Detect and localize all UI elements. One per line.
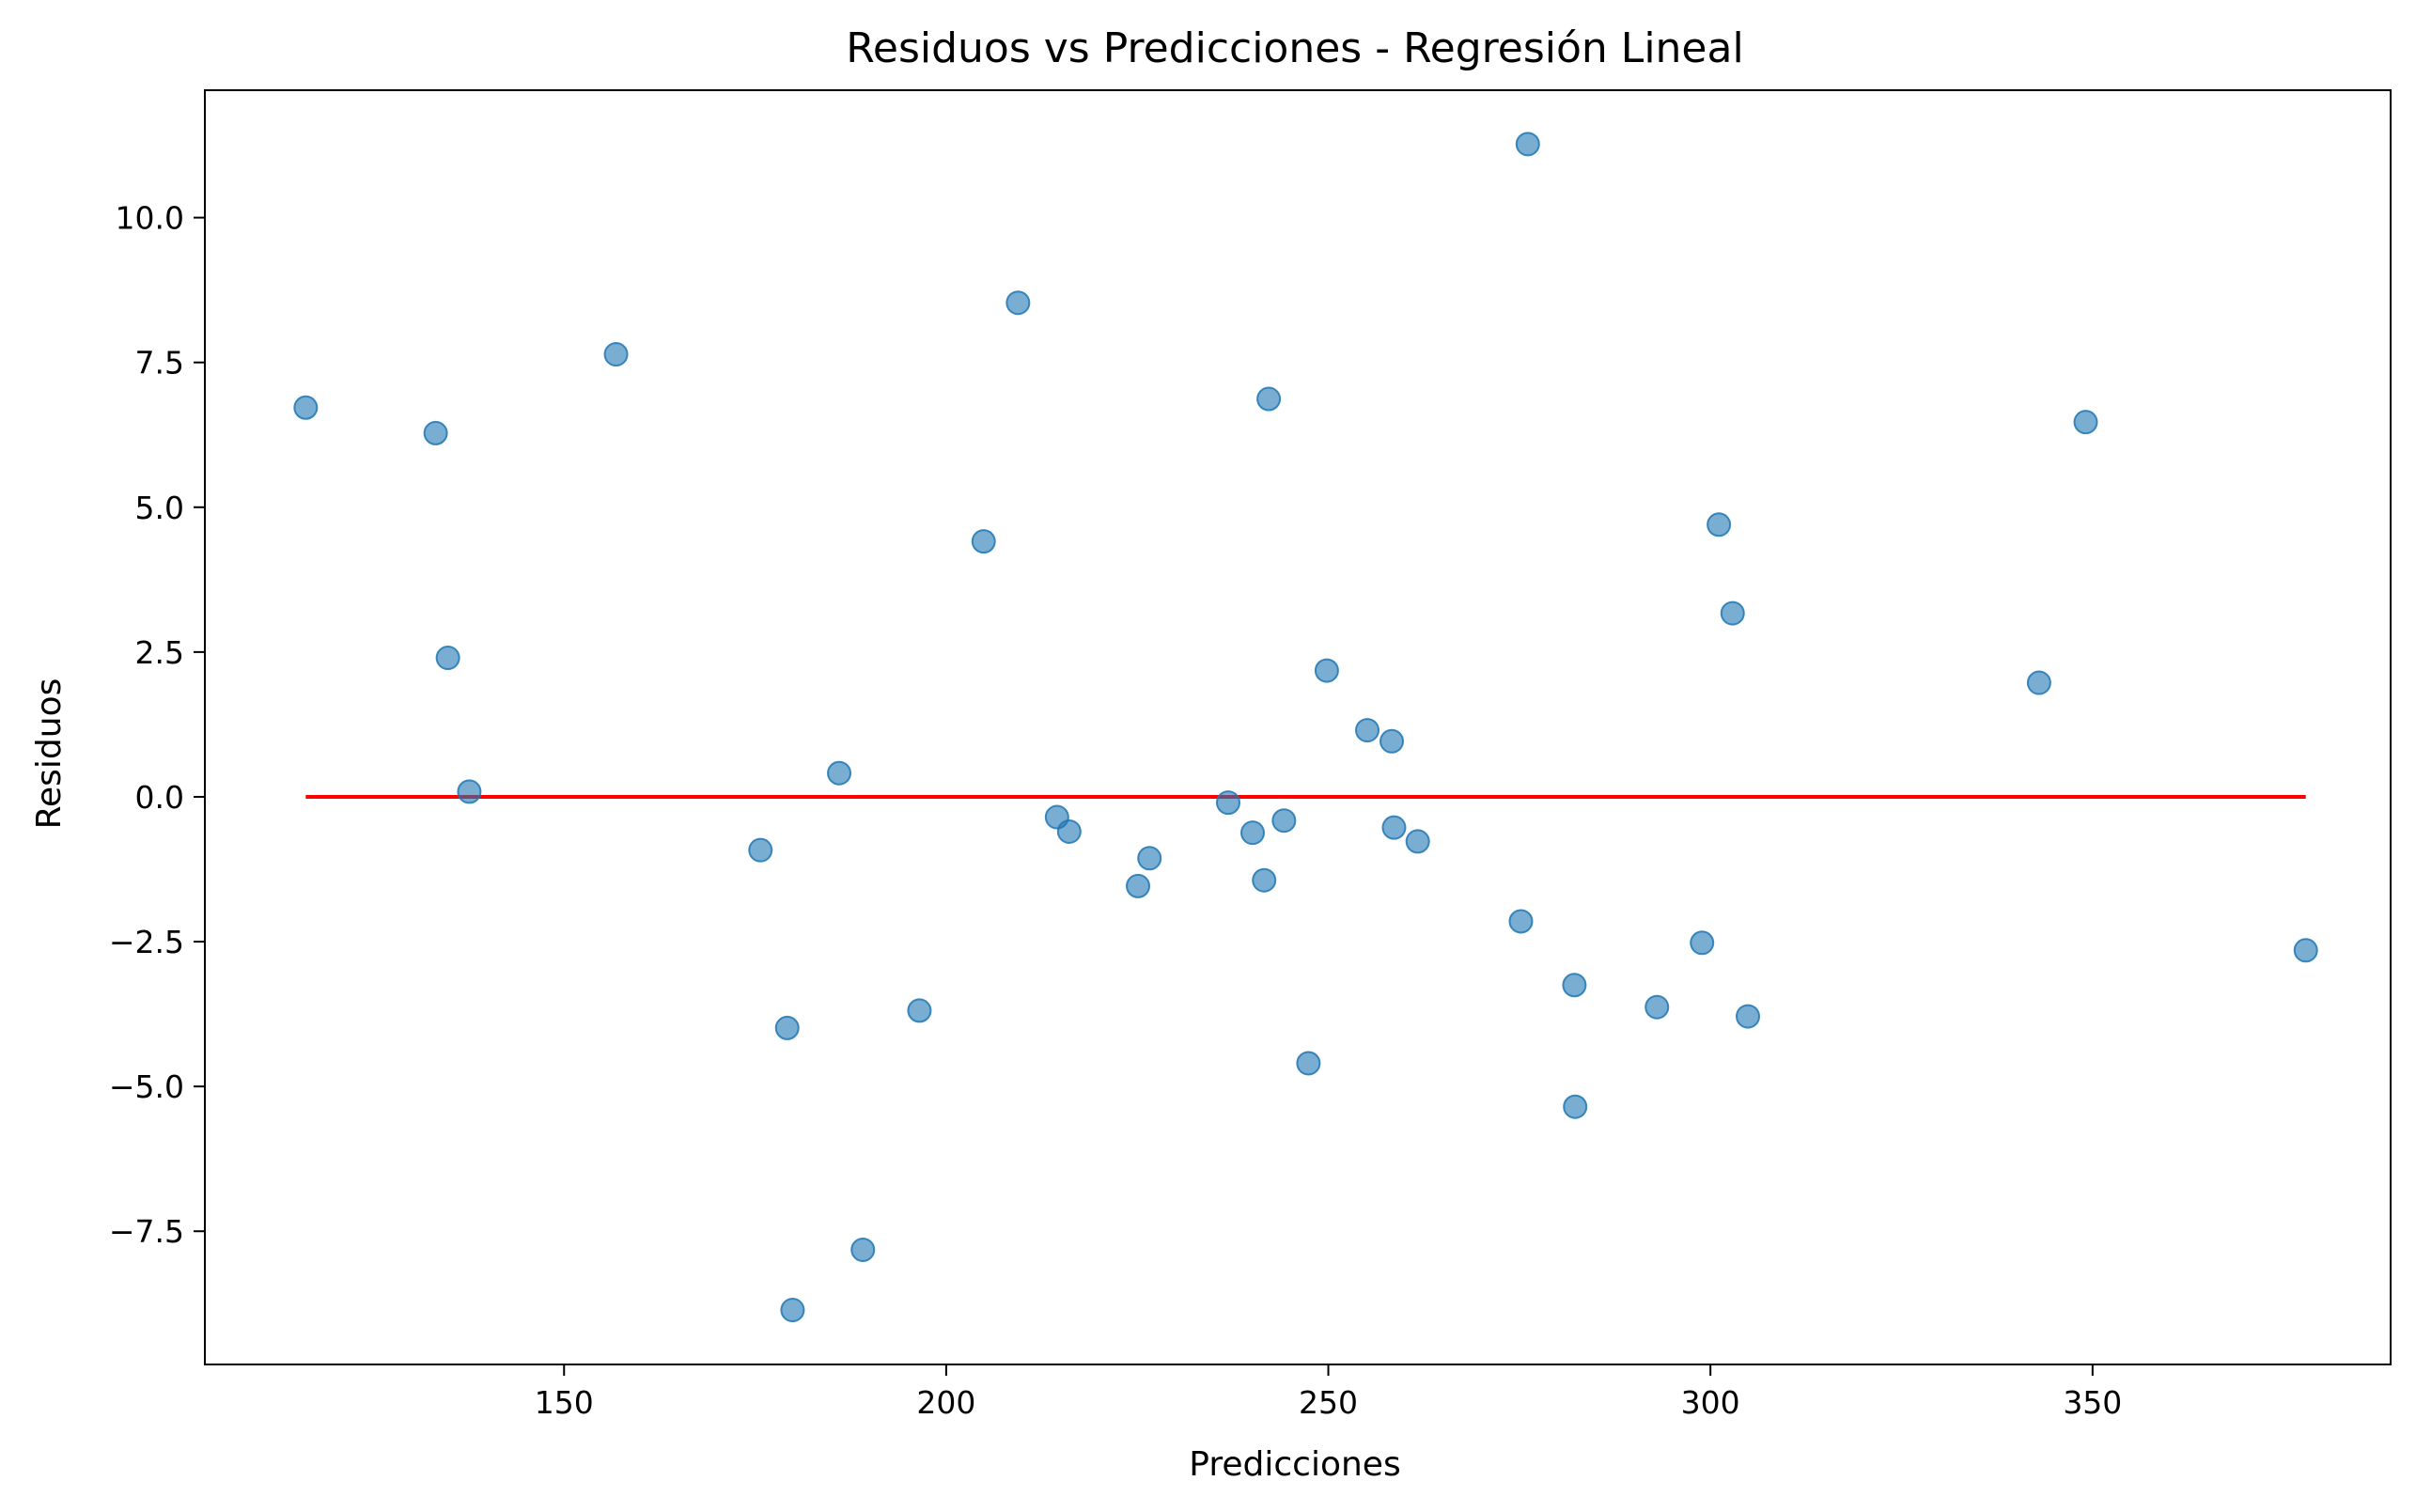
data-point — [1644, 994, 1670, 1020]
x-tick-label: 250 — [1299, 1384, 1358, 1421]
data-point — [2026, 670, 2051, 695]
y-tick-label: 5.0 — [135, 490, 184, 526]
y-tick-label: 0.0 — [135, 779, 184, 816]
x-tick-label: 200 — [916, 1384, 975, 1421]
data-point — [1240, 820, 1266, 846]
data-points — [293, 132, 2318, 1323]
data-point — [423, 420, 448, 445]
data-point — [1562, 973, 1587, 998]
data-point — [774, 1015, 800, 1040]
x-tick-label: 350 — [2063, 1384, 2122, 1421]
data-point — [435, 646, 460, 671]
data-point — [1005, 290, 1031, 316]
y-tick-label: 2.5 — [135, 634, 184, 671]
x-tick-label: 150 — [535, 1384, 594, 1421]
y-tick-label: 10.0 — [116, 200, 184, 237]
data-point — [1381, 815, 1407, 840]
y-tick-label: −5.0 — [109, 1068, 184, 1105]
y-axis-ticks: −7.5 −5.0 −2.5 0.0 2.5 5.0 7.5 10.0 — [109, 200, 205, 1250]
data-point — [603, 342, 629, 367]
data-point — [1690, 930, 1715, 956]
chart-title: Residuos vs Predicciones - Regresión Lin… — [846, 24, 1743, 72]
data-point — [1515, 132, 1540, 157]
data-point — [1271, 808, 1297, 834]
data-point — [1720, 600, 1745, 626]
data-point — [1215, 790, 1240, 816]
data-point — [1736, 1004, 1761, 1029]
data-point — [1296, 1051, 1321, 1076]
data-point — [1137, 846, 1162, 871]
data-point — [971, 529, 996, 554]
data-point — [2073, 410, 2098, 435]
data-point — [1056, 818, 1082, 844]
data-point — [1379, 728, 1405, 754]
data-point — [1563, 1094, 1588, 1119]
x-axis-label: Predicciones — [1189, 1445, 1400, 1484]
data-point — [1126, 873, 1151, 898]
data-point — [907, 998, 932, 1023]
data-point — [1707, 512, 1732, 538]
data-point — [2293, 938, 2318, 963]
data-point — [1355, 718, 1380, 743]
x-tick-label: 300 — [1681, 1384, 1740, 1421]
data-point — [1256, 386, 1282, 412]
data-point — [1508, 909, 1534, 934]
y-tick-label: 7.5 — [135, 345, 184, 382]
x-axis-ticks: 150 200 250 300 350 — [535, 1364, 2122, 1421]
y-axis-label: Residuos — [30, 678, 69, 830]
data-point — [457, 779, 482, 804]
plot-frame — [204, 89, 2392, 1365]
data-point — [850, 1237, 876, 1262]
data-point — [827, 760, 852, 786]
data-point — [748, 837, 773, 863]
data-point — [1314, 658, 1339, 683]
data-point — [780, 1298, 805, 1323]
y-tick-label: −7.5 — [109, 1213, 184, 1250]
y-tick-label: −2.5 — [109, 924, 184, 960]
data-point — [293, 395, 319, 420]
data-point — [1252, 867, 1277, 893]
data-point — [1405, 829, 1430, 854]
